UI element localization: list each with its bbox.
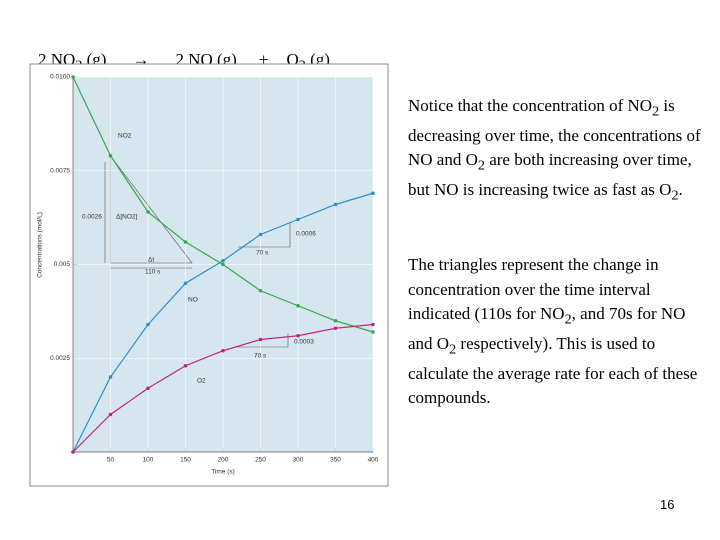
y-tick-label: 0.0100	[50, 74, 70, 81]
data-point	[183, 281, 188, 286]
y-tick-label: 0.005	[54, 261, 71, 268]
annotation: Δ[NO2]	[116, 214, 138, 221]
data-point	[371, 322, 375, 327]
dimension	[104, 162, 192, 269]
text: .	[678, 180, 683, 200]
data-point	[296, 333, 300, 338]
text: , and 70s for NO and O	[408, 304, 686, 353]
paragraph: Notice that the concentration of NO2 is …	[408, 94, 708, 208]
data-point	[258, 288, 263, 293]
triangle	[235, 334, 289, 348]
data-point	[258, 337, 263, 342]
x-tick-label: 350	[330, 457, 341, 464]
y-axis-title: Concentrations (mol/L)	[37, 212, 44, 278]
series-label: NO	[188, 297, 198, 304]
data-point	[333, 318, 338, 323]
annotation: 0.0026	[82, 214, 102, 221]
annotation: 70 s	[256, 250, 269, 257]
annotation: Δt	[148, 257, 154, 264]
data-point	[296, 217, 300, 222]
x-tick-label: 250	[255, 457, 266, 464]
sub: 2	[477, 157, 485, 174]
annotation: 110 s	[145, 269, 161, 276]
data-point	[146, 386, 150, 391]
annotation: 70 s	[254, 353, 267, 360]
x-tick-label: 50	[107, 457, 115, 464]
text: are both increasing over time, but NO is…	[408, 150, 692, 200]
series-label: O2	[197, 378, 206, 385]
text: is decreasing over time, the concentrati…	[408, 96, 701, 170]
sub: 2	[449, 341, 457, 358]
text: respectively). This is used to calculate…	[408, 333, 698, 408]
y-tick-label: 0.0025	[50, 355, 70, 362]
annotation: 0.0003	[294, 339, 314, 346]
series-label: NO2	[118, 133, 132, 140]
x-tick-label: 100	[143, 457, 154, 464]
data-point	[221, 262, 225, 267]
data-point	[258, 232, 263, 237]
sub: 2	[652, 103, 660, 120]
data-point	[146, 322, 150, 327]
annotation: 0.0006	[296, 231, 316, 238]
data-point	[108, 375, 113, 379]
data-point	[371, 191, 375, 196]
x-axis-title: Time (s)	[211, 469, 235, 476]
x-tick-label: 150	[180, 457, 191, 464]
data-point	[183, 363, 188, 368]
sub: 2	[671, 187, 679, 204]
page-number: 16	[660, 497, 675, 512]
data-point	[221, 258, 225, 263]
data-point	[71, 75, 75, 79]
data-point	[108, 412, 113, 417]
text: The triangles represent the change in co…	[408, 255, 659, 323]
data-point	[108, 153, 113, 158]
data-point	[183, 240, 188, 244]
triangle	[238, 223, 291, 248]
paragraph: The triangles represent the change in co…	[408, 253, 708, 411]
data-point	[333, 326, 338, 331]
data-point	[221, 348, 225, 353]
eq-plus: +	[258, 50, 269, 69]
y-tick-label: 0.0075	[50, 167, 70, 174]
x-tick-label: 300	[293, 457, 304, 464]
data-point	[71, 450, 75, 454]
data-point	[333, 202, 338, 207]
data-point	[371, 330, 375, 334]
x-tick-label: 400	[368, 457, 379, 464]
data-point	[146, 210, 150, 214]
x-tick-label: 200	[218, 457, 229, 464]
text: Notice that the concentration of NO	[408, 96, 653, 115]
sub: 2	[564, 311, 572, 328]
data-point	[296, 303, 300, 308]
